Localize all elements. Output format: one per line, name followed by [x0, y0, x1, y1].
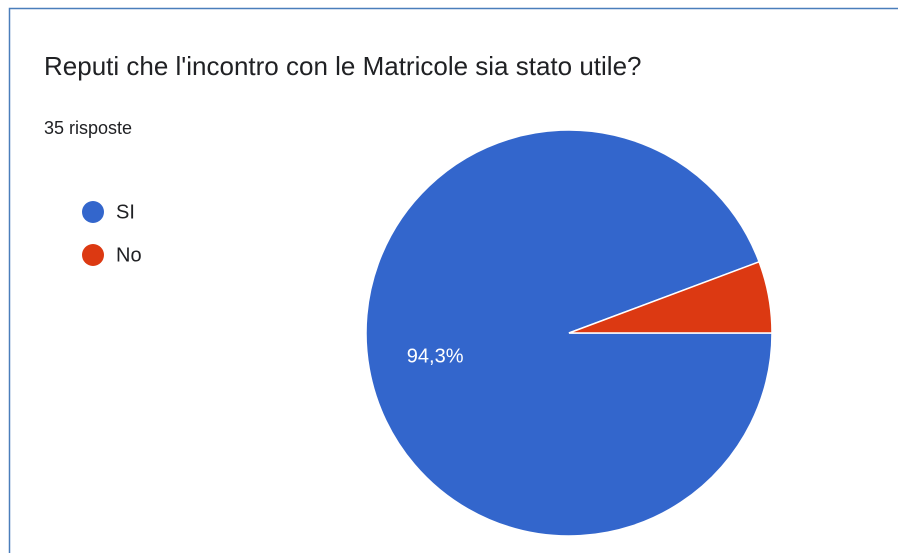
legend-swatch — [82, 244, 104, 266]
legend-label: No — [116, 244, 142, 266]
legend-swatch — [82, 201, 104, 223]
legend-label: SI — [116, 201, 135, 223]
chart-title: Reputi che l'incontro con le Matricole s… — [44, 51, 642, 81]
slice-label: 94,3% — [407, 346, 464, 368]
response-count: 35 risposte — [44, 118, 132, 138]
pie-slice — [568, 260, 773, 334]
legend: SI No — [82, 201, 142, 266]
card-border — [8, 7, 898, 553]
pie: 94,3% — [365, 129, 773, 537]
